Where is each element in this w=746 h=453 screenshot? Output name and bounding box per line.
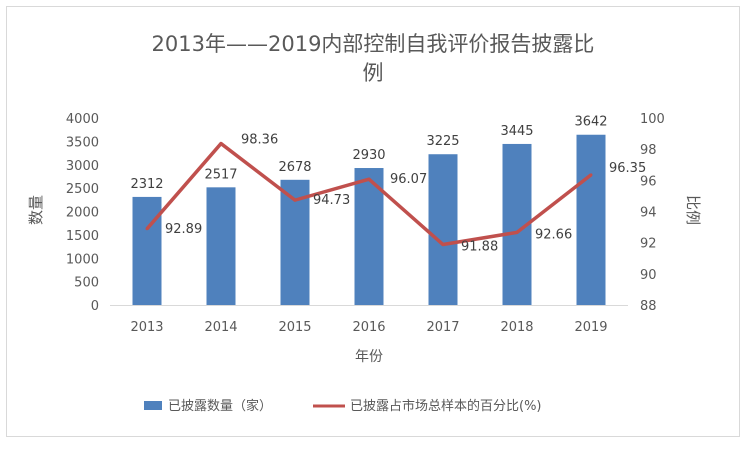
bar	[576, 134, 606, 305]
bar	[206, 187, 236, 305]
y-tick-label: 4000	[66, 112, 99, 127]
y2-tick-label: 98	[640, 143, 657, 158]
y2-tick-label: 92	[640, 237, 657, 252]
legend-label-bars: 已披露数量（家）	[168, 398, 272, 414]
y-tick-label: 1000	[66, 252, 99, 267]
y-tick-label: 3000	[66, 159, 99, 174]
legend-label-line: 已披露占市场总样本的百分比(%)	[350, 398, 542, 414]
line-point	[145, 227, 149, 231]
line-point	[441, 243, 445, 247]
line-point	[293, 198, 297, 202]
legend: 已披露数量（家） 已披露占市场总样本的百分比(%)	[144, 398, 542, 414]
right-axis-ticks: 88 90 92 94 96 98 100	[640, 112, 665, 314]
y2-axis-label: 比例	[684, 195, 702, 225]
y-tick-label: 3500	[66, 135, 99, 150]
y2-tick-label: 90	[640, 268, 657, 283]
line-point	[589, 173, 593, 177]
bar-value-label: 2678	[278, 160, 311, 175]
y2-tick-label: 94	[640, 206, 657, 221]
chart-title-line-1: 2013年——2019内部控制自我评价报告披露比	[152, 32, 595, 56]
x-tick-label: 2017	[426, 320, 459, 335]
bar-value-label: 3225	[426, 134, 459, 149]
bar-value-label: 3642	[574, 115, 607, 130]
bar-data-labels: 2312 2517 2678 2930 3225 3445 3642	[130, 115, 607, 192]
line-point	[219, 142, 223, 146]
x-tick-label: 2013	[130, 320, 163, 335]
line-point	[367, 177, 371, 181]
line-value-label: 92.89	[165, 222, 202, 237]
y2-tick-label: 100	[640, 112, 665, 127]
line-series	[145, 141, 593, 247]
bar	[354, 168, 384, 305]
bar-value-label: 3445	[500, 124, 533, 139]
bar-value-label: 2312	[130, 177, 163, 192]
x-tick-label: 2014	[204, 320, 237, 335]
y-axis-label: 数量	[27, 195, 45, 225]
x-axis-label: 年份	[355, 349, 383, 365]
y2-tick-label: 88	[640, 299, 657, 314]
bar-value-label: 2930	[352, 148, 385, 163]
line-value-label: 96.35	[609, 161, 646, 176]
x-tick-label: 2015	[278, 320, 311, 335]
y2-tick-label: 96	[640, 174, 657, 189]
x-tick-label: 2016	[352, 320, 385, 335]
x-axis-ticks: 2013 2014 2015 2016 2017 2018 2019	[130, 320, 607, 335]
line-value-label: 92.66	[535, 227, 572, 242]
left-axis-ticks: 0 500 1000 1500 2000 2500 3000 3500 4000	[66, 112, 99, 314]
bar	[132, 196, 162, 305]
line-value-label: 94.73	[313, 193, 350, 208]
line-value-label: 98.36	[241, 133, 278, 148]
y-tick-label: 500	[74, 276, 99, 291]
y-tick-label: 2000	[66, 206, 99, 221]
x-tick-label: 2018	[500, 320, 533, 335]
line-value-label: 91.88	[461, 240, 498, 255]
line-point	[515, 230, 519, 234]
bar	[428, 154, 458, 305]
legend-swatch-bars	[144, 401, 162, 410]
chart-title-line-2: 例	[363, 61, 384, 85]
bar-value-label: 2517	[204, 167, 237, 182]
line-value-label: 96.07	[390, 172, 427, 187]
x-tick-label: 2019	[574, 320, 607, 335]
y-tick-label: 0	[91, 299, 99, 314]
y-tick-label: 2500	[66, 182, 99, 197]
y-tick-label: 1500	[66, 229, 99, 244]
line-data-labels: 92.89 98.36 94.73 96.07 91.88 92.66 96.35	[165, 133, 646, 255]
